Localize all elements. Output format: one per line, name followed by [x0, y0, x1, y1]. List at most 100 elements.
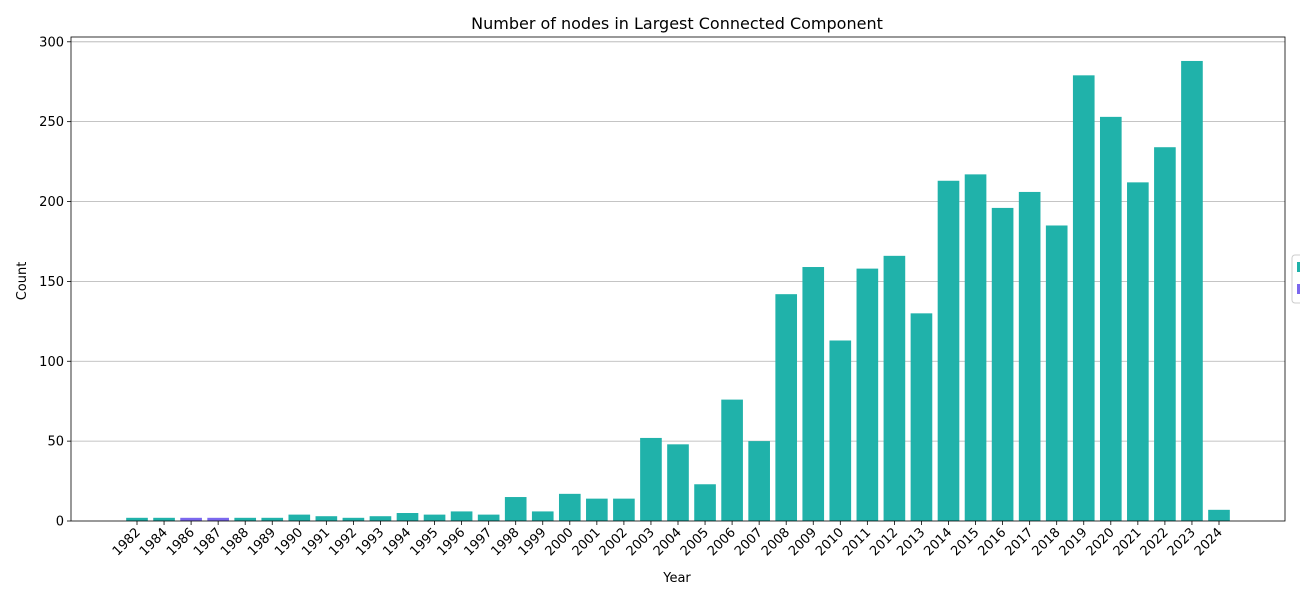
x-tick-label: 2021	[1111, 525, 1145, 559]
x-tick-label: 2012	[867, 525, 901, 559]
bar-2004	[667, 444, 689, 521]
x-tick-label: 2018	[1030, 525, 1064, 559]
x-tick-label: 2005	[678, 525, 712, 559]
x-tick-label: 2004	[651, 525, 685, 559]
bar-1987	[207, 517, 229, 521]
bar-2012	[883, 255, 906, 521]
x-tick-label: 1987	[191, 525, 225, 559]
x-tick-label: 2002	[597, 525, 631, 559]
x-tick-label: 2015	[948, 525, 982, 559]
bar-1991	[315, 516, 338, 521]
bar-2015	[964, 174, 987, 522]
x-tick-label: 2008	[759, 525, 793, 559]
bar-2022	[1154, 147, 1176, 521]
y-tick-label: 300	[39, 35, 64, 50]
bar-1993	[369, 516, 392, 521]
bar-2011	[856, 268, 879, 521]
y-tick-label: 150	[39, 275, 64, 290]
bar-2003	[640, 437, 662, 521]
x-tick-label: 2017	[1002, 525, 1036, 559]
axes: 0501001502002503001982198419861987198819…	[39, 35, 1286, 559]
x-tick-label: 1984	[137, 525, 171, 559]
x-tick-label: 1991	[299, 525, 333, 559]
x-tick-label: 2009	[786, 525, 820, 559]
x-tick-label: 2006	[705, 525, 739, 559]
y-tick-label: 100	[39, 355, 64, 370]
bar-2001	[586, 498, 608, 521]
bar-2007	[748, 441, 770, 521]
bar-2005	[694, 484, 716, 521]
bar-2024	[1208, 509, 1230, 521]
x-tick-label: 1994	[380, 525, 414, 559]
y-tick-label: 0	[56, 515, 64, 530]
bar-2014	[937, 180, 960, 521]
x-tick-label: 2014	[921, 525, 955, 559]
x-tick-label: 1989	[245, 525, 279, 559]
legend	[1291, 254, 1300, 304]
bar-1982	[126, 517, 148, 521]
bar-2016	[991, 207, 1014, 522]
y-tick-label: 50	[47, 435, 64, 450]
bar-2009	[802, 267, 825, 521]
bar-2010	[829, 340, 852, 521]
bar-1995	[423, 514, 446, 521]
x-tick-label: 1997	[461, 525, 495, 559]
bar-1986	[180, 517, 202, 521]
x-tick-label: 2001	[570, 525, 604, 559]
bar-2019	[1072, 75, 1095, 521]
x-tick-label: 2013	[894, 525, 928, 559]
x-tick-label: 1998	[489, 525, 523, 559]
bar-1984	[153, 517, 175, 521]
x-tick-label: 2016	[975, 525, 1009, 559]
bar-2021	[1127, 182, 1149, 521]
bar-1996	[450, 511, 473, 521]
x-tick-label: 2011	[840, 525, 874, 559]
bar-2020	[1099, 116, 1122, 522]
y-tick-label: 250	[39, 115, 64, 130]
x-tick-label: 1990	[272, 525, 306, 559]
bar-1990	[288, 514, 311, 521]
bar-2000	[558, 493, 581, 521]
x-tick-label: 1996	[434, 525, 468, 559]
bar-2002	[613, 498, 635, 521]
x-tick-label: 2022	[1138, 525, 1172, 559]
x-tick-label: 1992	[326, 525, 360, 559]
bar-2008	[775, 294, 798, 521]
x-tick-label: 2003	[624, 525, 658, 559]
x-axis-label: Year	[662, 571, 691, 586]
bar-1992	[342, 517, 365, 521]
x-tick-label: 2023	[1165, 525, 1199, 559]
legend-swatch	[1297, 262, 1300, 272]
bar-1989	[261, 517, 284, 521]
bar-2013	[910, 313, 933, 521]
y-tick-label: 200	[39, 195, 64, 210]
x-tick-label: 2010	[813, 525, 847, 559]
x-tick-label: 1995	[407, 525, 441, 559]
bar-1997	[477, 514, 500, 521]
bar-2018	[1045, 225, 1068, 521]
x-tick-label: 1982	[110, 525, 144, 559]
x-tick-label: 2020	[1084, 525, 1118, 559]
bar-2023	[1181, 60, 1203, 522]
bar-1988	[234, 517, 257, 521]
bar-1998	[504, 497, 527, 521]
plot-frame	[70, 36, 1286, 522]
y-axis-label: Count	[15, 262, 30, 301]
legend-swatch	[1297, 284, 1300, 294]
x-tick-label: 1993	[353, 525, 387, 559]
x-tick-label: 1988	[218, 525, 252, 559]
bar-2017	[1018, 191, 1041, 521]
chart-title: Number of nodes in Largest Connected Com…	[471, 14, 883, 33]
bar-2006	[721, 399, 743, 521]
bar-1994	[396, 513, 419, 521]
x-tick-label: 2000	[543, 525, 577, 559]
x-tick-label: 1999	[516, 525, 550, 559]
x-tick-label: 2024	[1192, 525, 1226, 559]
bar-1999	[531, 511, 554, 521]
x-tick-label: 1986	[164, 525, 198, 559]
bars	[126, 60, 1230, 522]
x-tick-label: 2007	[732, 525, 766, 559]
x-tick-label: 2019	[1057, 525, 1091, 559]
